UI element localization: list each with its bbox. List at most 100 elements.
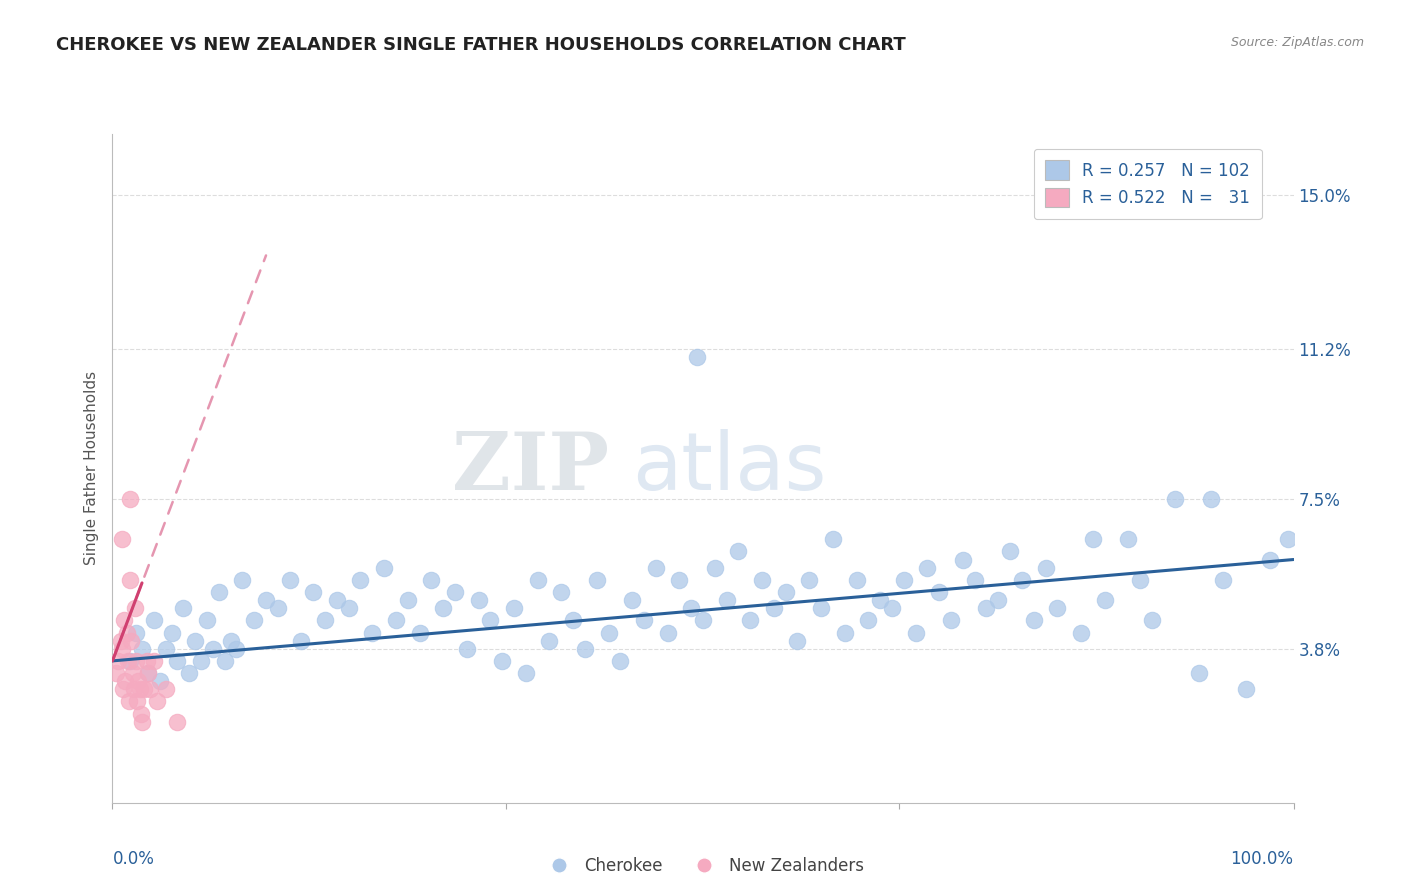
Point	[243, 613, 266, 627]
Point	[127, 694, 149, 708]
Point	[179, 666, 201, 681]
Legend: Cherokee, New Zealanders: Cherokee, New Zealanders	[536, 850, 870, 881]
Point	[120, 491, 142, 506]
Point	[963, 573, 986, 587]
Point	[1035, 560, 1057, 574]
Point	[190, 654, 212, 668]
Point	[408, 625, 430, 640]
Point	[869, 593, 891, 607]
Point	[122, 682, 145, 697]
Point	[160, 625, 183, 640]
Point	[166, 654, 188, 668]
Point	[845, 573, 868, 587]
Point	[621, 593, 644, 607]
Point	[1116, 533, 1139, 547]
Point	[917, 560, 939, 574]
Text: atlas: atlas	[633, 429, 827, 508]
Point	[337, 601, 360, 615]
Point	[976, 601, 998, 615]
Point	[928, 585, 950, 599]
Point	[727, 544, 749, 558]
Point	[821, 533, 844, 547]
Point	[491, 654, 513, 668]
Point	[609, 654, 631, 668]
Text: 100.0%: 100.0%	[1230, 849, 1294, 868]
Point	[302, 585, 325, 599]
Point	[396, 593, 419, 607]
Point	[1046, 601, 1069, 615]
Point	[1094, 593, 1116, 607]
Point	[633, 613, 655, 627]
Text: ZIP: ZIP	[451, 429, 609, 508]
Point	[716, 593, 738, 607]
Point	[479, 613, 502, 627]
Point	[136, 666, 159, 681]
Point	[751, 573, 773, 587]
Point	[201, 641, 224, 656]
Point	[219, 633, 242, 648]
Point	[361, 625, 384, 640]
Point	[278, 573, 301, 587]
Point	[538, 633, 561, 648]
Point	[1081, 533, 1104, 547]
Point	[385, 613, 408, 627]
Point	[1188, 666, 1211, 681]
Point	[117, 654, 139, 668]
Point	[314, 613, 336, 627]
Point	[134, 682, 156, 697]
Point	[149, 674, 172, 689]
Point	[110, 633, 132, 648]
Point	[129, 706, 152, 721]
Point	[127, 674, 149, 689]
Text: 0.0%: 0.0%	[112, 849, 155, 868]
Point	[503, 601, 526, 615]
Point	[420, 573, 443, 587]
Point	[111, 641, 134, 656]
Point	[136, 666, 159, 681]
Point	[121, 666, 143, 681]
Point	[987, 593, 1010, 607]
Point	[952, 552, 974, 566]
Point	[115, 625, 138, 640]
Point	[214, 654, 236, 668]
Point	[467, 593, 489, 607]
Point	[904, 625, 927, 640]
Point	[142, 654, 165, 668]
Point	[124, 601, 146, 615]
Point	[668, 573, 690, 587]
Point	[114, 674, 136, 689]
Point	[172, 601, 194, 615]
Point	[598, 625, 620, 640]
Point	[142, 613, 165, 627]
Point	[125, 654, 148, 668]
Point	[112, 613, 135, 627]
Point	[118, 694, 141, 708]
Point	[146, 694, 169, 708]
Point	[786, 633, 808, 648]
Point	[515, 666, 537, 681]
Point	[1022, 613, 1045, 627]
Point	[290, 633, 312, 648]
Point	[657, 625, 679, 640]
Point	[456, 641, 478, 656]
Point	[692, 613, 714, 627]
Point	[184, 633, 207, 648]
Point	[111, 533, 134, 547]
Point	[225, 641, 247, 656]
Point	[139, 682, 162, 697]
Point	[1258, 552, 1281, 566]
Point	[644, 560, 666, 574]
Point	[166, 714, 188, 729]
Point	[1277, 533, 1299, 547]
Point	[740, 613, 762, 627]
Point	[444, 585, 467, 599]
Point	[574, 641, 596, 656]
Point	[1070, 625, 1092, 640]
Point	[858, 613, 880, 627]
Point	[550, 585, 572, 599]
Point	[131, 714, 153, 729]
Point	[373, 560, 395, 574]
Point	[131, 641, 153, 656]
Point	[1234, 682, 1257, 697]
Point	[432, 601, 454, 615]
